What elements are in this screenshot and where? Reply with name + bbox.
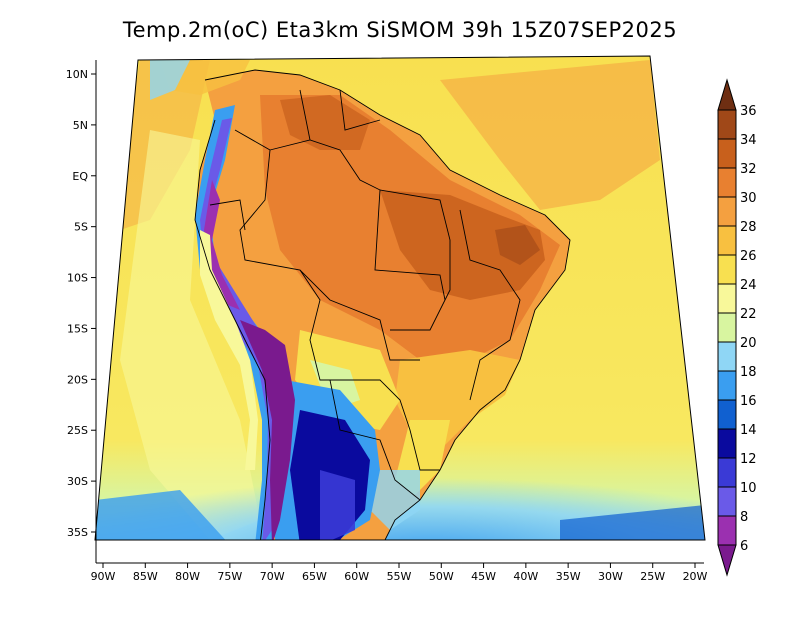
colorbar-swatch bbox=[717, 457, 737, 488]
lon-tick-label: 30W bbox=[598, 570, 623, 583]
lon-tick-label: 20W bbox=[683, 570, 708, 583]
colorbar-swatch bbox=[717, 196, 737, 227]
colorbar-swatch bbox=[717, 138, 737, 169]
colorbar-label: 12 bbox=[740, 452, 757, 467]
lon-tick-label: 55W bbox=[387, 570, 412, 583]
lat-tick-label: 5S bbox=[74, 221, 88, 234]
colorbar-label: 6 bbox=[740, 539, 748, 554]
colorbar-label: 26 bbox=[740, 249, 757, 264]
colorbar-swatch bbox=[717, 370, 737, 401]
colorbar-swatch bbox=[717, 486, 737, 517]
colorbar-swatch bbox=[717, 167, 737, 198]
lon-tick-label: 75W bbox=[217, 570, 242, 583]
colorbar-label: 22 bbox=[740, 307, 757, 322]
lon-tick-label: 65W bbox=[302, 570, 327, 583]
lon-tick-label: 50W bbox=[429, 570, 454, 583]
lon-tick-label: 80W bbox=[175, 570, 200, 583]
lon-tick-label: 45W bbox=[471, 570, 496, 583]
lon-tick-label: 90W bbox=[91, 570, 116, 583]
colorbar-label: 18 bbox=[740, 365, 757, 380]
lat-tick-label: 35S bbox=[67, 526, 88, 539]
lon-tick-label: 25W bbox=[640, 570, 665, 583]
colorbar-label: 16 bbox=[740, 394, 757, 409]
lat-tick-label: 20S bbox=[67, 373, 88, 386]
map-title: Temp.2m(oC) Eta3km SiSMOM 39h 15Z07SEP20… bbox=[122, 18, 678, 42]
colorbar-label: 10 bbox=[740, 481, 757, 496]
lat-tick-label: EQ bbox=[72, 170, 88, 183]
colorbar-label: 28 bbox=[740, 220, 757, 235]
map-frame bbox=[94, 55, 706, 541]
colorbar-swatch bbox=[717, 109, 737, 140]
country-borders bbox=[194, 69, 571, 540]
temperature-field bbox=[95, 56, 705, 540]
colorbar-swatch bbox=[717, 515, 737, 546]
colorbar-label: 14 bbox=[740, 423, 757, 438]
colorbar-top-arrow bbox=[717, 78, 737, 111]
lon-tick-label: 35W bbox=[556, 570, 581, 583]
colorbar-label: 36 bbox=[740, 104, 757, 119]
map-axes: 90W 85W 80W 75W 70W 65W 60W 55W 50W 45W 40W 35W 30W 2… bbox=[66, 60, 708, 583]
lat-tick-label: 25S bbox=[67, 424, 88, 437]
colorbar-label: 30 bbox=[740, 191, 757, 206]
lon-tick-label: 60W bbox=[344, 570, 369, 583]
lat-tick-label: 10N bbox=[66, 68, 88, 81]
colorbar: 6 8 10 12 14 16 18 20 22 24 26 28 30 32 34 36 bbox=[717, 78, 757, 577]
lon-tick-label: 85W bbox=[133, 570, 158, 583]
colorbar-swatch bbox=[717, 254, 737, 285]
colorbar-swatch bbox=[717, 399, 737, 430]
colorbar-label: 34 bbox=[740, 133, 757, 148]
colorbar-swatch bbox=[717, 341, 737, 372]
colorbar-label: 32 bbox=[740, 162, 757, 177]
colorbar-label: 24 bbox=[740, 278, 757, 293]
lat-tick-label: 30S bbox=[67, 475, 88, 488]
lat-tick-label: 10S bbox=[67, 272, 88, 285]
colorbar-bottom-arrow bbox=[717, 544, 737, 577]
lat-tick-label: 5N bbox=[73, 119, 88, 132]
colorbar-swatch bbox=[717, 312, 737, 343]
colorbar-swatch bbox=[717, 428, 737, 459]
colorbar-label: 8 bbox=[740, 510, 748, 525]
colorbar-swatch bbox=[717, 225, 737, 256]
colorbar-swatch bbox=[717, 283, 737, 314]
lon-tick-label: 70W bbox=[260, 570, 285, 583]
colorbar-label: 20 bbox=[740, 336, 757, 351]
lon-tick-label: 40W bbox=[513, 570, 538, 583]
lat-tick-label: 15S bbox=[67, 322, 88, 335]
